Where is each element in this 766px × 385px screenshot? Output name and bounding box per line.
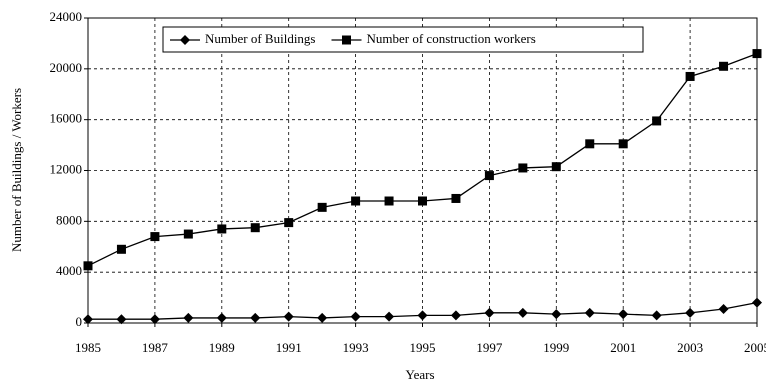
- legend-label: Number of Buildings: [205, 31, 316, 46]
- x-tick-label: 2001: [610, 340, 636, 355]
- data-point: [183, 312, 194, 323]
- data-point: [384, 311, 395, 322]
- data-point: [216, 312, 227, 323]
- data-point: [685, 71, 695, 81]
- data-point: [652, 116, 662, 126]
- data-point: [149, 314, 160, 325]
- legend-label: Number of construction workers: [367, 31, 536, 46]
- data-point: [685, 307, 696, 318]
- x-tick-label: 2003: [677, 340, 703, 355]
- legend-marker: [342, 35, 351, 45]
- data-point: [418, 196, 427, 206]
- y-tick-label: 8000: [56, 212, 82, 227]
- x-tick-label: 1993: [343, 340, 369, 355]
- y-tick-label: 20000: [50, 60, 83, 75]
- x-tick-label: 1997: [476, 340, 503, 355]
- legend-box: [162, 26, 644, 53]
- data-point: [618, 309, 629, 320]
- x-tick-label: 1987: [142, 340, 169, 355]
- data-point: [719, 61, 729, 71]
- data-point: [351, 196, 361, 206]
- data-point: [517, 307, 528, 318]
- x-tick-label: 1985: [75, 340, 101, 355]
- data-point: [384, 196, 394, 206]
- data-point: [350, 311, 361, 322]
- data-point: [451, 193, 461, 203]
- x-tick-label: 1991: [276, 340, 302, 355]
- data-point: [283, 311, 294, 322]
- x-tick-label: 2005: [744, 340, 766, 355]
- data-point: [250, 223, 260, 233]
- data-point: [217, 224, 227, 234]
- data-point: [752, 297, 762, 308]
- y-tick-label: 24000: [50, 9, 83, 24]
- data-point: [183, 229, 193, 239]
- x-tick-label: 1989: [209, 340, 235, 355]
- data-point: [651, 310, 662, 321]
- y-tick-label: 16000: [50, 111, 83, 126]
- data-point: [551, 162, 561, 172]
- x-tick-label: 1999: [543, 340, 569, 355]
- data-point: [317, 202, 327, 212]
- y-tick-label: 4000: [56, 263, 82, 278]
- legend-marker: [180, 35, 190, 45]
- data-point: [284, 218, 294, 228]
- data-point: [484, 171, 494, 181]
- data-point: [618, 139, 628, 149]
- data-point: [116, 244, 126, 254]
- data-point: [83, 314, 93, 325]
- data-point: [484, 307, 495, 318]
- x-axis-label: Years: [405, 367, 434, 382]
- data-point: [718, 304, 729, 315]
- data-point: [116, 314, 127, 325]
- y-tick-label: 12000: [50, 161, 83, 176]
- y-axis-label: Number of Buildings / Workers: [9, 88, 24, 252]
- data-point: [584, 307, 595, 318]
- data-point: [250, 312, 261, 323]
- data-point: [585, 139, 595, 149]
- data-point: [83, 261, 93, 271]
- data-point: [450, 310, 461, 321]
- data-point: [752, 49, 762, 59]
- plot-frame: [87, 17, 758, 324]
- y-tick-label: 0: [76, 314, 83, 329]
- data-point: [317, 312, 328, 323]
- data-point: [518, 163, 528, 173]
- data-point: [417, 310, 428, 321]
- data-point: [551, 309, 562, 320]
- x-tick-label: 1995: [410, 340, 436, 355]
- data-point: [150, 232, 160, 242]
